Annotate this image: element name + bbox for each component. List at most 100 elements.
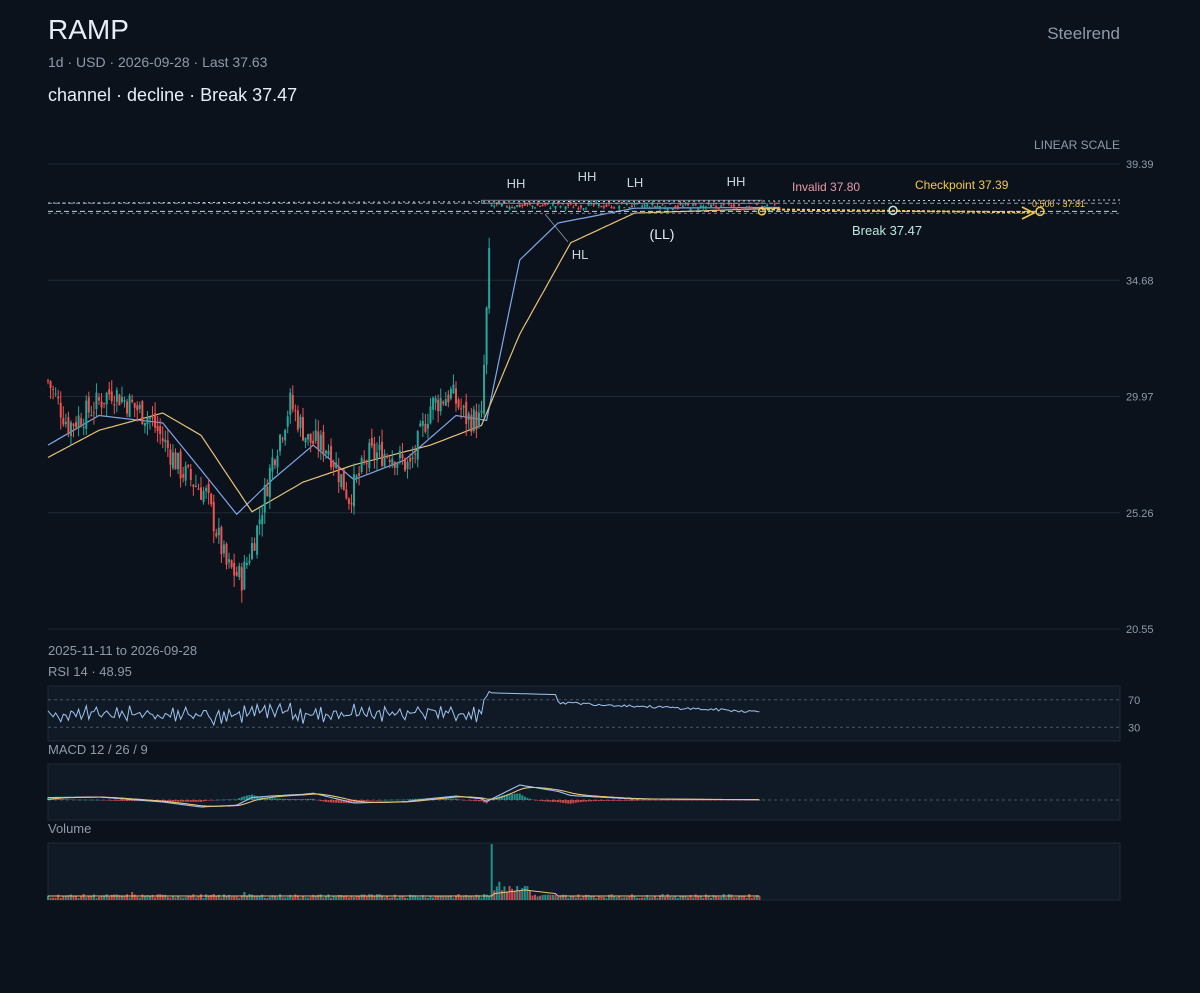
candle-body [95,392,98,410]
volume-bar [416,897,419,900]
macd-histogram-bar [526,797,529,800]
candle-body [228,559,231,563]
candle-body [467,413,470,420]
candle-body [740,209,743,211]
volume-bar [720,896,723,900]
candle-body [271,457,274,472]
candle-body [358,473,361,476]
candle-body [613,207,616,209]
macd-histogram-bar [419,798,422,800]
macd-histogram-bar [694,800,697,801]
candle-body [577,208,580,210]
volume-bar [327,894,330,900]
macd-histogram-bar [557,800,559,803]
volume-bar [659,895,661,900]
macd-histogram-bar [164,800,167,802]
candle-body [618,206,621,209]
macd-histogram-bar [200,800,202,802]
volume-bar [475,894,478,900]
volume-bar [314,895,317,900]
candle-body [778,208,781,210]
volume-bar [230,896,233,900]
volume-bar [656,897,659,900]
candle-body [85,400,88,429]
candle-body [743,208,746,210]
volume-bar [669,896,672,900]
candle-body [551,204,554,206]
volume-bar [745,897,748,900]
candle-body [126,401,129,414]
macd-histogram-bar [702,800,705,801]
candle-body [75,422,78,428]
candle-body [615,203,618,205]
volume-bar [694,894,697,900]
candle-body [383,453,386,467]
candle-body [559,205,562,208]
volume-bar [699,896,702,900]
volume-bar [375,894,378,900]
macd-histogram-bar [57,798,60,800]
volume-bar [365,896,368,900]
volume-bar [641,897,644,900]
macd-histogram-bar [146,800,149,802]
volume-bar [651,897,654,900]
macd-histogram-bar [72,799,75,801]
candle-body [664,207,667,210]
candle-body [164,439,167,443]
macd-histogram-bar [518,793,521,800]
volume-bar [442,896,445,900]
volume-bar [210,894,213,900]
macd-histogram-bar [279,798,282,800]
macd-histogram-bar [217,799,220,801]
volume-bar [52,897,55,900]
volume-bar [401,896,404,900]
macd-histogram-bar [638,800,641,801]
volume-bar [480,897,483,900]
candle-body [279,434,282,452]
candle-body [771,209,774,211]
candle-body [324,450,327,454]
macd-histogram-bar [411,798,414,800]
volume-bar [240,895,243,900]
macd-histogram-bar [717,800,720,801]
macd-histogram-bar [151,800,154,802]
macd-histogram-bar [536,800,539,801]
volume-bar [409,894,412,900]
macd-histogram-bar [595,800,598,802]
volume-bar [579,897,582,900]
candle-body [495,202,498,205]
candle-body [722,203,725,206]
volume-bar [322,897,325,900]
macd-histogram-bar [551,800,554,802]
macd-histogram-bar [590,800,593,802]
candle-body [579,205,582,208]
macd-panel [47,763,1121,821]
volume-bar [750,897,753,900]
macd-histogram-bar [467,800,470,801]
volume-bar [551,894,554,900]
macd-histogram-bar [541,800,544,802]
candle-body [131,399,134,402]
scale-label[interactable]: LINEAR SCALE [1033,138,1120,152]
candle-body [689,208,692,211]
macd-histogram-bar [398,799,401,801]
candle-body [681,205,684,207]
macd-histogram-bar [77,799,80,801]
volume-bar [286,897,289,900]
macd-histogram-bar [664,800,667,801]
volume-bar [225,895,228,900]
volume-bar [347,897,350,900]
macd-histogram-bar [704,800,707,801]
candle-body [500,203,503,207]
volume-bar [702,897,705,900]
volume-bar [113,894,116,900]
rsi-panel: 70 30 [47,685,1140,742]
candle-body [171,452,174,469]
candle-body [523,203,526,206]
volume-bar [171,896,174,900]
macd-histogram-bar [735,800,738,801]
volume-bar [92,894,95,900]
candle-body [508,207,511,210]
macd-histogram-bar [730,800,733,801]
